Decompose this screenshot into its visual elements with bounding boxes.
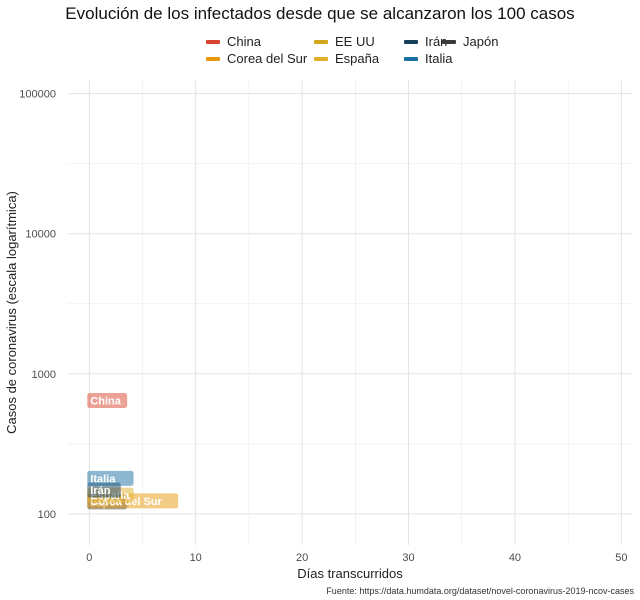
legend-label: EE UU [335, 34, 375, 49]
y-tick-label: 10000 [25, 229, 56, 241]
legend-label: Corea del Sur [227, 51, 308, 66]
y-axis-title: Casos de coronavirus (escala logarítmica… [4, 191, 19, 434]
legend-label: Italia [425, 51, 453, 66]
data-label-text: China [90, 395, 121, 407]
x-tick-label: 20 [296, 552, 308, 564]
legend-label: Irán [425, 34, 448, 49]
legend-key [314, 56, 328, 61]
legend-item-irán: Irán [404, 34, 447, 49]
legend-key [404, 56, 418, 61]
legend-item-españa: España [314, 51, 379, 66]
data-label-box [87, 392, 128, 408]
data-label-italia: Italia [87, 470, 134, 486]
data-label-text: Italia [90, 473, 116, 485]
data-label-text: Irán [90, 485, 110, 497]
x-tick-label: 50 [615, 552, 627, 564]
data-label-box [87, 482, 121, 498]
legend-key [206, 39, 220, 44]
legend-label: China [227, 34, 261, 49]
legend-item-china: China [206, 34, 261, 49]
data-label-box [87, 470, 134, 486]
y-tick-label: 100000 [19, 89, 56, 101]
y-tick-label: 100 [38, 509, 56, 521]
legend-item-ee-uu: EE UU [314, 34, 375, 49]
legend-item-japón: Japón [442, 34, 498, 49]
legend-label: España [335, 51, 380, 66]
legend-key [206, 56, 220, 61]
legend-label: Japón [463, 34, 499, 49]
x-tick-label: 0 [86, 552, 92, 564]
data-label-irán: Irán [87, 482, 121, 498]
x-tick-label: 40 [509, 552, 521, 564]
legend-item-italia: Italia [404, 51, 452, 66]
source-caption: Fuente: https://data.humdata.org/dataset… [326, 586, 634, 596]
x-tick-label: 30 [402, 552, 414, 564]
legend-key [314, 39, 328, 44]
legend-item-corea-del-sur: Corea del Sur [206, 51, 307, 66]
legend-key [442, 39, 456, 44]
chart-title: Evolución de los infectados desde que se… [65, 4, 575, 23]
legend-key [404, 39, 418, 44]
data-label-china: China [87, 392, 128, 408]
y-tick-label: 1000 [32, 369, 56, 381]
x-tick-label: 10 [190, 552, 202, 564]
legend: China Corea del Sur EE UU España Irán Italia J… [206, 34, 506, 70]
x-axis-title: Días transcurridos [297, 566, 403, 581]
